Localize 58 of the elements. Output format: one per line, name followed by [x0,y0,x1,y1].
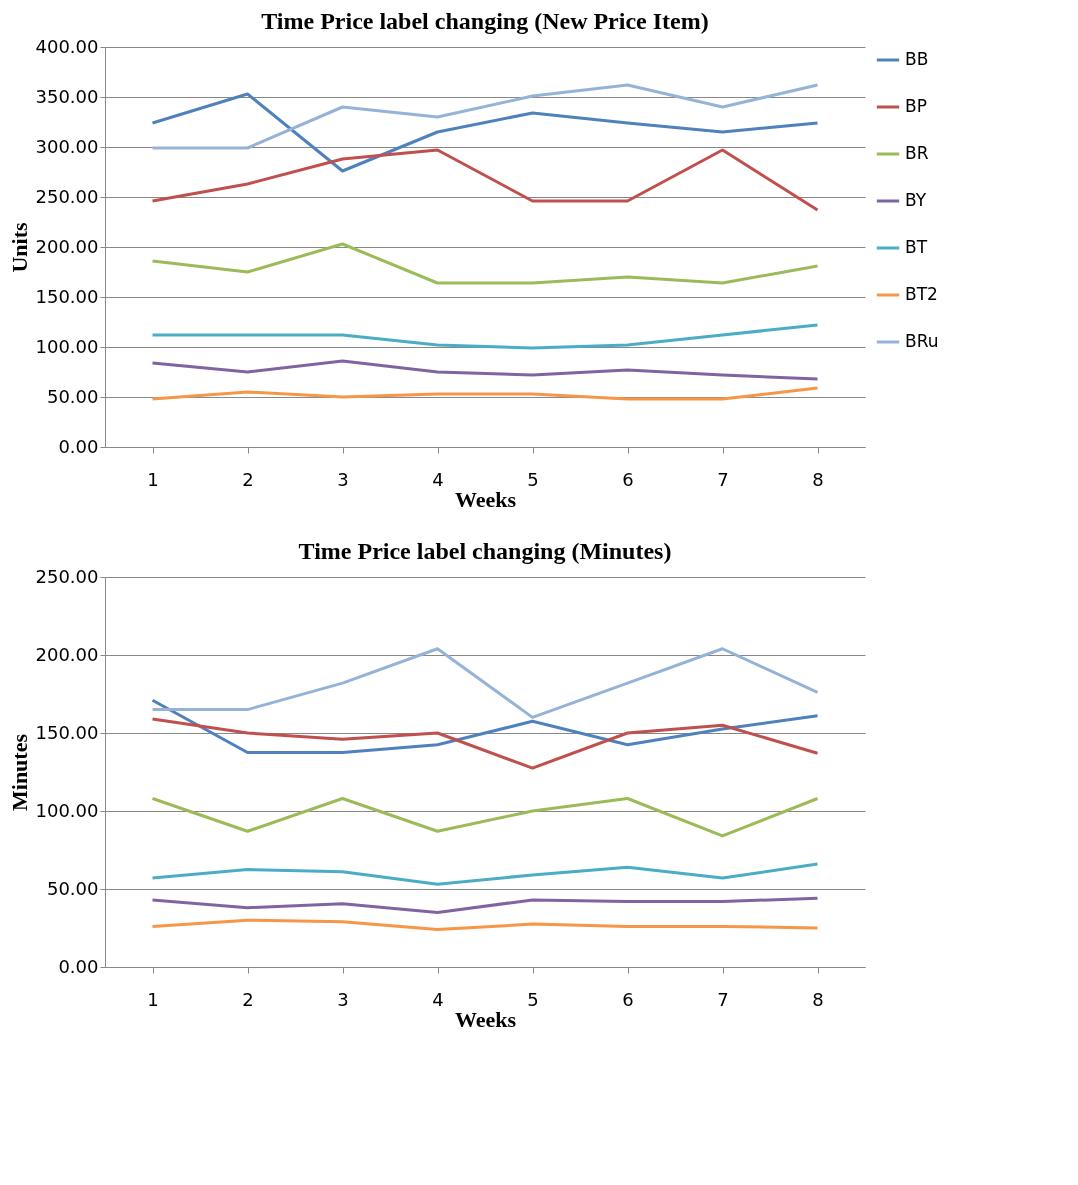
line-series [151,896,819,914]
y-tick-label: 100.00 [35,799,99,821]
x-tick-label: 2 [242,988,254,1010]
x-axis-title: Weeks [454,1006,517,1032]
y-axis-title: Minutes [6,733,32,811]
y-axis-title: Units [6,222,32,273]
line-series [151,797,819,838]
y-tick-label: 400.00 [35,35,99,57]
y-tick-label: 350.00 [35,85,99,107]
line-series [151,359,819,381]
legend-label: BR [905,143,929,163]
legend-label: BRu [905,331,939,351]
y-tick-label: 300.00 [35,135,99,157]
legend-label: BT [905,237,928,257]
y-tick-label: 0.00 [58,435,99,457]
y-tick-label: 250.00 [35,565,99,587]
y-tick-label: 200.00 [35,235,99,257]
x-tick-label: 4 [432,988,444,1010]
x-tick-label: 7 [717,988,729,1010]
line-series [151,83,819,150]
y-tick-label: 150.00 [35,721,99,743]
line-series [151,918,819,932]
line-series [151,323,819,350]
x-tick-label: 2 [242,468,254,490]
y-tick-label: 200.00 [35,643,99,665]
x-tick-label: 7 [717,468,729,490]
x-axis-title: Weeks [454,486,517,512]
legend-label: BT2 [905,284,938,304]
x-tick-label: 5 [527,988,539,1010]
line-series [151,148,819,212]
chart-title: Time Price label changing (New Price Item) [261,8,709,34]
chart-title: Time Price label changing (Minutes) [298,538,672,564]
legend-label: BP [905,96,927,116]
legend-label: BB [905,49,929,69]
line-series [151,717,819,770]
y-tick-label: 250.00 [35,185,99,207]
x-tick-label: 3 [337,468,349,490]
line-series [151,92,819,173]
x-tick-label: 3 [337,988,349,1010]
x-tick-label: 4 [432,468,444,490]
line-series [151,386,819,401]
y-tick-label: 50.00 [46,385,99,407]
x-tick-label: 6 [622,988,634,1010]
y-tick-label: 150.00 [35,285,99,307]
line-series [151,647,819,719]
line-series [151,698,819,754]
y-tick-label: 100.00 [35,335,99,357]
x-tick-label: 6 [622,468,634,490]
x-tick-label: 1 [147,468,159,490]
x-tick-label: 8 [812,988,824,1010]
x-tick-label: 5 [527,468,539,490]
x-tick-label: 1 [147,988,159,1010]
y-tick-label: 50.00 [46,877,99,899]
legend-label: BY [905,190,927,210]
x-tick-label: 8 [812,468,824,490]
line-series [151,862,819,886]
line-series [151,242,819,285]
y-tick-label: 0.00 [58,955,99,977]
